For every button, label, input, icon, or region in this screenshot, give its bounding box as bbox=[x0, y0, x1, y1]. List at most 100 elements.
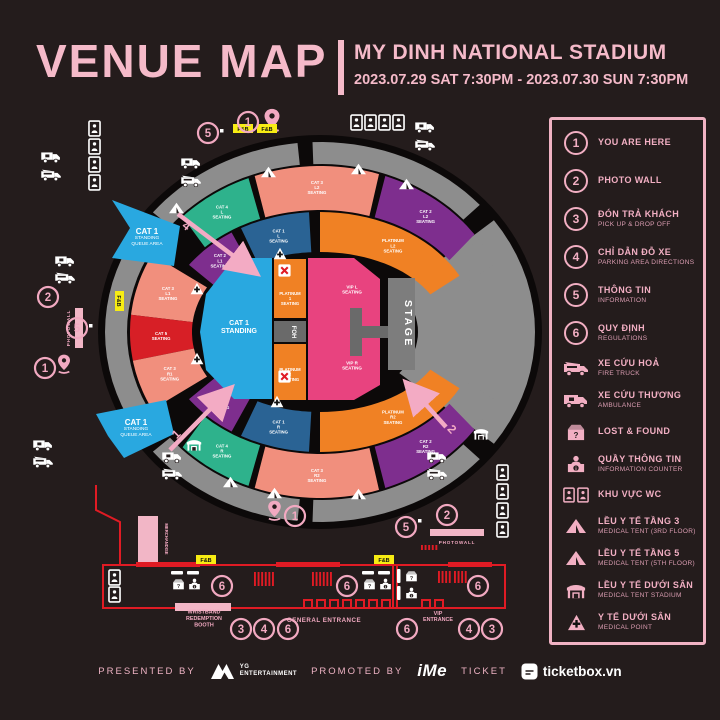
ticketbox-text: ticketbox.vn bbox=[542, 663, 622, 679]
vip-r-label: VIP R SEATING bbox=[342, 360, 362, 370]
stand-label-cat2-r2: CAT 2 R2 SEATING bbox=[416, 439, 435, 454]
queue-sw-cat: CAT 1 bbox=[125, 418, 148, 427]
turnstile-tally bbox=[254, 572, 274, 586]
legend-item-you-are-here: 1 YOU ARE HERE bbox=[561, 131, 697, 155]
gate-bar bbox=[136, 562, 200, 567]
merch-label: MERCHANDISE bbox=[164, 523, 169, 554]
venue-header: MY DINH NATIONAL STADIUM 2023.07.29 SAT … bbox=[354, 41, 688, 88]
legend-item-medical-tent-stadium: LỀU Y TẾ DƯỚI SÂN MEDICAL TENT STADIUM bbox=[561, 580, 697, 599]
stand-stand-outer-se bbox=[312, 444, 480, 522]
legend-item-medical-point: Y TẾ DƯỚI SÂN MEDICAL POINT bbox=[561, 612, 697, 631]
stand-label-platinum-l2: PLATINUM L2 SEATING bbox=[382, 238, 404, 253]
entrance-box-left bbox=[102, 564, 398, 609]
svg-text:5: 5 bbox=[205, 128, 212, 140]
wc-icon bbox=[496, 521, 509, 538]
vip-area bbox=[308, 258, 380, 400]
counter-table bbox=[362, 571, 374, 575]
x-icon bbox=[278, 370, 291, 383]
turnstile-tally bbox=[312, 572, 332, 586]
stand-upper-gray-se bbox=[452, 381, 495, 425]
entrance-gate bbox=[434, 599, 444, 609]
legend-item-parking-directions: 4 CHỈ DẪN ĐỖ XE PARKING AREA DIRECTIONS bbox=[561, 245, 697, 270]
entrance-gate bbox=[316, 599, 326, 609]
medical-point-icon bbox=[567, 614, 586, 631]
platinum1-label: PLATINUM 1 SEATING bbox=[279, 291, 301, 306]
map-badge-3: 3 bbox=[480, 617, 504, 641]
lost-icon bbox=[173, 579, 184, 590]
legend-item-information: 5 THÔNG TIN INFORMATION bbox=[561, 283, 697, 308]
map-badge-5: 5 bbox=[394, 515, 422, 539]
legend-item-medical-tent-3f: LỀU Y TẾ TẦNG 3 MEDICAL TENT (3RD FLOOR) bbox=[561, 516, 697, 535]
yg-logo-icon bbox=[210, 663, 234, 679]
ticketbox-icon bbox=[521, 663, 538, 679]
map-badge-6: 6 bbox=[335, 574, 359, 598]
svg-text:F&B: F&B bbox=[115, 295, 121, 306]
legend-item-information-counter: QUẦY THÔNG TIN INFORMATION COUNTER bbox=[561, 454, 697, 473]
medical-tent-icon bbox=[565, 518, 587, 534]
stand-cat2-l2 bbox=[374, 176, 475, 261]
stand-label-cat4-l: CAT 4 L SEATING bbox=[213, 205, 232, 220]
counter-table bbox=[378, 571, 390, 575]
stand-cat4-r bbox=[182, 416, 261, 486]
map-badge-6: 6 bbox=[276, 617, 300, 641]
medical-tent-icon bbox=[565, 550, 587, 566]
counter-table bbox=[187, 571, 199, 575]
stand-cat3-r1 bbox=[132, 348, 207, 410]
stand-label-cat4-r: CAT 4 R SEATING bbox=[213, 443, 232, 458]
stand-label-cat3-l1: CAT 3 L1 SEATING bbox=[159, 286, 178, 301]
wc-icon bbox=[88, 174, 101, 191]
counter-icon bbox=[406, 587, 417, 599]
map-badge-3: 3 bbox=[229, 617, 253, 641]
ticketbox-logo: ticketbox.vn bbox=[521, 663, 622, 680]
svg-text:4: 4 bbox=[261, 624, 268, 636]
wc-icon bbox=[378, 114, 391, 131]
map-badge-4: 4 bbox=[457, 617, 481, 641]
stand-cat3-l1 bbox=[131, 254, 207, 323]
wc-icon bbox=[350, 114, 363, 131]
stand-label-cat3-l2: CAT 3 L2 SEATING bbox=[308, 180, 327, 195]
map-badge-5: 5 bbox=[65, 316, 93, 340]
badge-1-icon: 1 bbox=[564, 131, 588, 155]
map-badge-1: 1 bbox=[283, 504, 307, 528]
queue-area-sw bbox=[96, 400, 174, 458]
stand-platinum-l2 bbox=[320, 212, 460, 295]
badge-5-icon: 5 bbox=[564, 283, 588, 308]
photowall-bottom-label: PHOTOWALL bbox=[439, 540, 475, 545]
event-dates: 2023.07.29 SAT 7:30PM - 2023.07.30 SUN 7… bbox=[354, 72, 689, 88]
svg-text:1: 1 bbox=[245, 117, 252, 129]
wc-icon bbox=[364, 114, 377, 131]
turnstile-tally bbox=[438, 571, 451, 583]
promoted-by-label: PROMOTED BY bbox=[311, 665, 404, 677]
map-badge-5: 5 bbox=[196, 121, 224, 145]
svg-text:6: 6 bbox=[285, 624, 291, 636]
presented-by-label: PRESENTED BY bbox=[98, 665, 196, 677]
stand-stand-outer-nw bbox=[152, 143, 300, 227]
wc-icon bbox=[496, 483, 509, 500]
map-badge-1: 1 bbox=[236, 110, 260, 134]
amb-icon bbox=[180, 158, 201, 169]
barrier bbox=[397, 569, 401, 583]
svg-text:4: 4 bbox=[466, 624, 473, 636]
lost-icon bbox=[406, 571, 417, 582]
fire-icon bbox=[54, 272, 76, 284]
svg-text:3: 3 bbox=[489, 624, 495, 636]
entrance-gate bbox=[355, 599, 365, 609]
legend-item-medical-tent-5f: LỀU Y TẾ TẦNG 5 MEDICAL TENT (5TH FLOOR) bbox=[561, 548, 697, 567]
stand-label-cat2-l1: CAT 2 L1 SEATING bbox=[211, 253, 230, 268]
gate-arrow-1 bbox=[168, 383, 235, 452]
stage-catwalk bbox=[350, 308, 390, 356]
stands-ring: CAT 4 L SEATING CAT 3 L2 SEATING CAT 2 L2 SEATIN… bbox=[105, 142, 535, 522]
foh-label: FOH bbox=[290, 326, 296, 339]
stand-label-platinum-r2: PLATINUM R2 SEATING bbox=[382, 410, 404, 425]
amb-icon bbox=[40, 152, 61, 163]
title-divider bbox=[338, 40, 344, 95]
stand-cat1-r bbox=[241, 401, 312, 452]
map-badge-2: 2 bbox=[36, 285, 60, 309]
map-badge-6: 6 bbox=[395, 617, 419, 641]
fire-truck-icon bbox=[563, 360, 589, 376]
yg-logo-text: YG ENTERTAINMENT bbox=[239, 664, 298, 677]
legend-item-regulations: 6 QUY ĐỊNH REGULATIONS bbox=[561, 321, 697, 346]
merch-bar bbox=[138, 516, 158, 562]
svg-text:2: 2 bbox=[45, 292, 51, 304]
stand-label-cat1-r: CAT 1 R SEATING bbox=[269, 420, 288, 435]
